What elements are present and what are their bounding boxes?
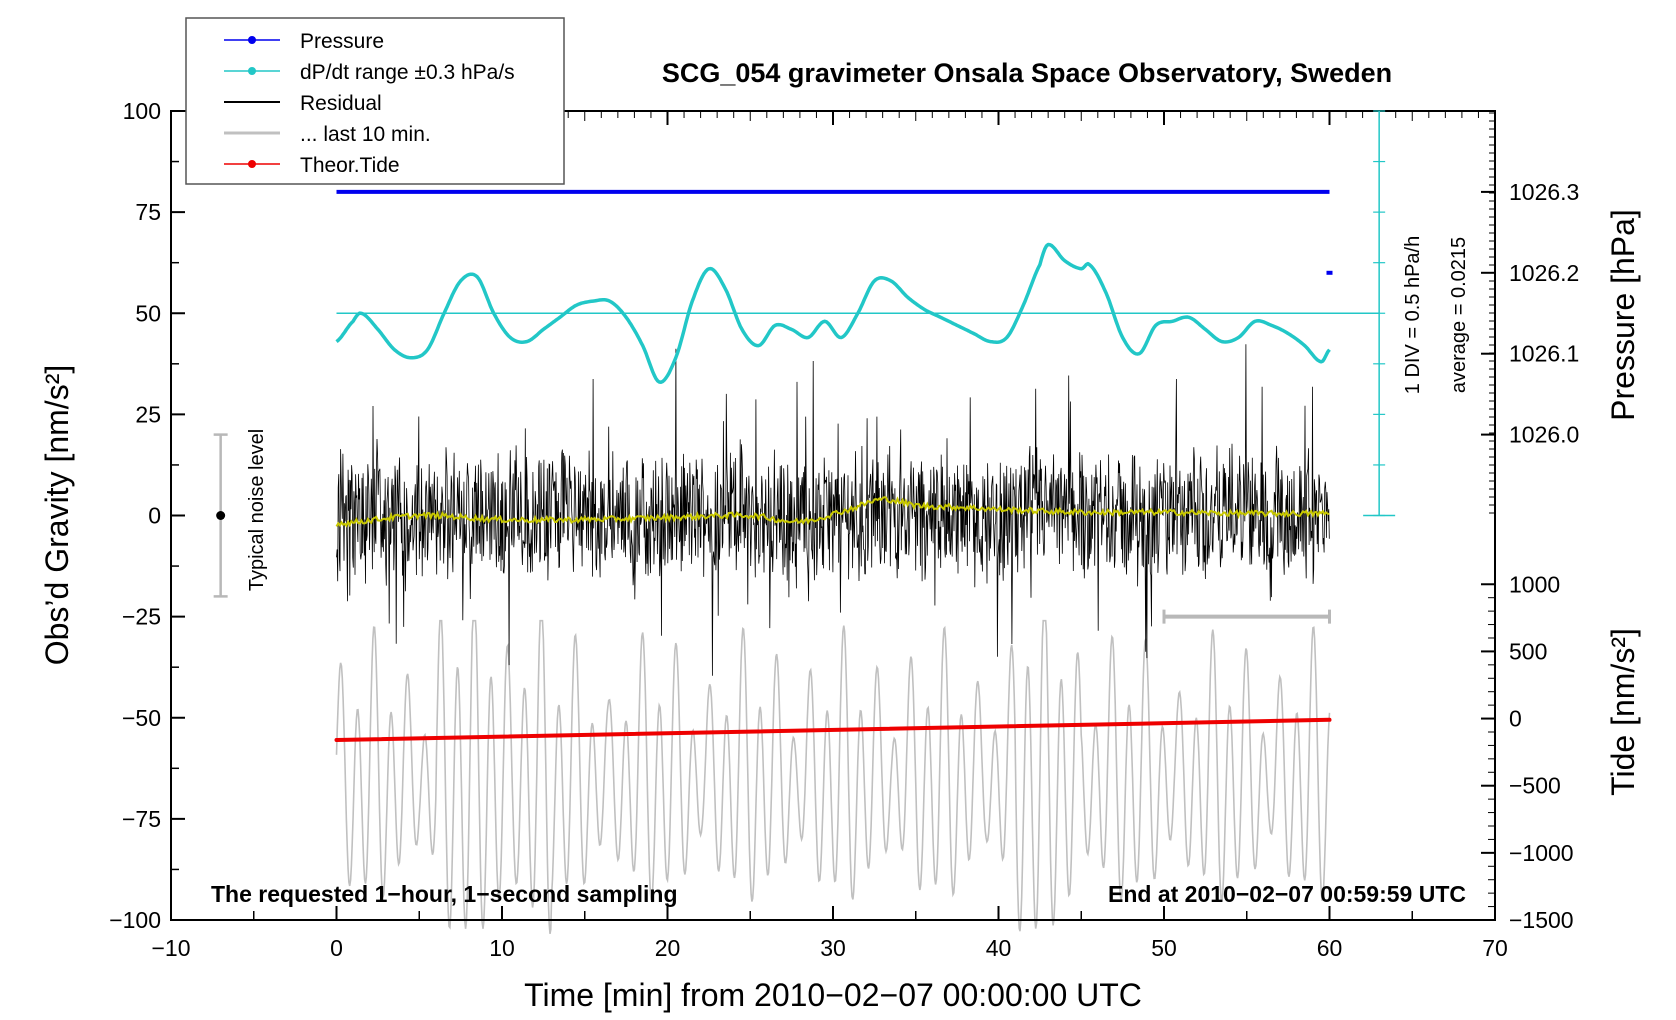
x-tick-label: −10 xyxy=(151,935,190,961)
pressure-tick-label: 1026.1 xyxy=(1509,341,1579,367)
tide-tick-label: 0 xyxy=(1509,706,1522,732)
legend-item-residual: Residual xyxy=(224,92,382,115)
x-tick-label: 60 xyxy=(1317,935,1343,961)
noise-bar-center-dot xyxy=(216,511,226,520)
y-axis-title-pressure: Pressure [hPa] xyxy=(1605,209,1641,421)
y-axis-title-tide: Tide [nm/s²] xyxy=(1605,628,1641,796)
series-layer xyxy=(334,189,1380,934)
y-tick-label-left: 25 xyxy=(135,401,161,427)
tide-tick-label: −1500 xyxy=(1509,907,1574,933)
y-tick-label-left: 0 xyxy=(148,503,161,529)
sampling-note: The requested 1−hour, 1−second sampling xyxy=(211,881,678,907)
x-axis-title: Time [min] from 2010−02−07 00:00:00 UTC xyxy=(524,977,1142,1013)
dpdt-series-line xyxy=(335,242,1331,384)
last10-series-line xyxy=(335,619,1331,934)
legend-label-dpdt: dP/dt range ±0.3 hPa/s xyxy=(300,61,515,84)
y-tick-label-left: −50 xyxy=(122,705,161,731)
average-label: average = 0.0215 xyxy=(1448,237,1470,393)
chart-title: SCG_054 gravimeter Onsala Space Observat… xyxy=(662,58,1392,88)
x-tick-label: 50 xyxy=(1151,935,1177,961)
residual-mean-line xyxy=(335,496,1330,528)
legend-item-pressure: Pressure xyxy=(224,30,384,53)
noise-level-label: Typical noise level xyxy=(246,429,268,591)
legend-label-residual: Residual xyxy=(300,92,382,115)
legend-label-pressure: Pressure xyxy=(300,30,384,53)
x-tick-label: 20 xyxy=(655,935,681,961)
tide-tick-label: −1000 xyxy=(1509,840,1574,866)
residual-series-line xyxy=(336,344,1330,676)
pressure-tick-label: 1026.0 xyxy=(1509,422,1579,448)
y-axis-title-left: Obs’d Gravity [nm/s²] xyxy=(39,365,75,666)
pressure-tick-label: 1026.2 xyxy=(1509,260,1579,286)
y-tick-label-left: 75 xyxy=(135,199,161,225)
tide-tick-label: 1000 xyxy=(1509,571,1560,597)
legend-label-tide: Theor.Tide xyxy=(300,154,400,177)
tide-series-line xyxy=(334,717,1332,742)
legend-marker-tide xyxy=(248,160,256,168)
x-tick-label: 70 xyxy=(1482,935,1508,961)
tide-tick-label: 500 xyxy=(1509,638,1547,664)
div-scale-label: 1 DIV = 0.5 hPa/h xyxy=(1402,236,1424,394)
x-tick-label: 0 xyxy=(330,935,343,961)
pressure-tick-label: 1026.3 xyxy=(1509,179,1579,205)
legend: Pressure dP/dt range ±0.3 hPa/s Residual… xyxy=(185,17,565,185)
y-tick-label-left: 100 xyxy=(123,98,161,124)
end-time-note: End at 2010−02−07 00:59:59 UTC xyxy=(1108,881,1466,907)
y-tick-label-left: 50 xyxy=(135,300,161,326)
legend-marker-pressure xyxy=(248,36,256,44)
y-tick-label-left: −100 xyxy=(109,907,161,933)
axes-layer: −10 0 10 20 30 40 50 60 701007550250−25−50−75−10… xyxy=(109,98,1579,961)
legend-marker-dpdt xyxy=(248,67,256,75)
x-tick-label: 40 xyxy=(986,935,1012,961)
y-tick-label-left: −75 xyxy=(122,806,161,832)
tide-tick-label: −500 xyxy=(1509,773,1561,799)
legend-item-last10: ... last 10 min. xyxy=(224,123,431,146)
x-tick-label: 10 xyxy=(489,935,515,961)
legend-item-tide: Theor.Tide xyxy=(224,154,400,177)
legend-label-last10: ... last 10 min. xyxy=(300,123,431,146)
y-tick-label-left: −25 xyxy=(122,604,161,630)
legend-item-dpdt: dP/dt range ±0.3 hPa/s xyxy=(224,61,515,84)
x-tick-label: 30 xyxy=(820,935,846,961)
